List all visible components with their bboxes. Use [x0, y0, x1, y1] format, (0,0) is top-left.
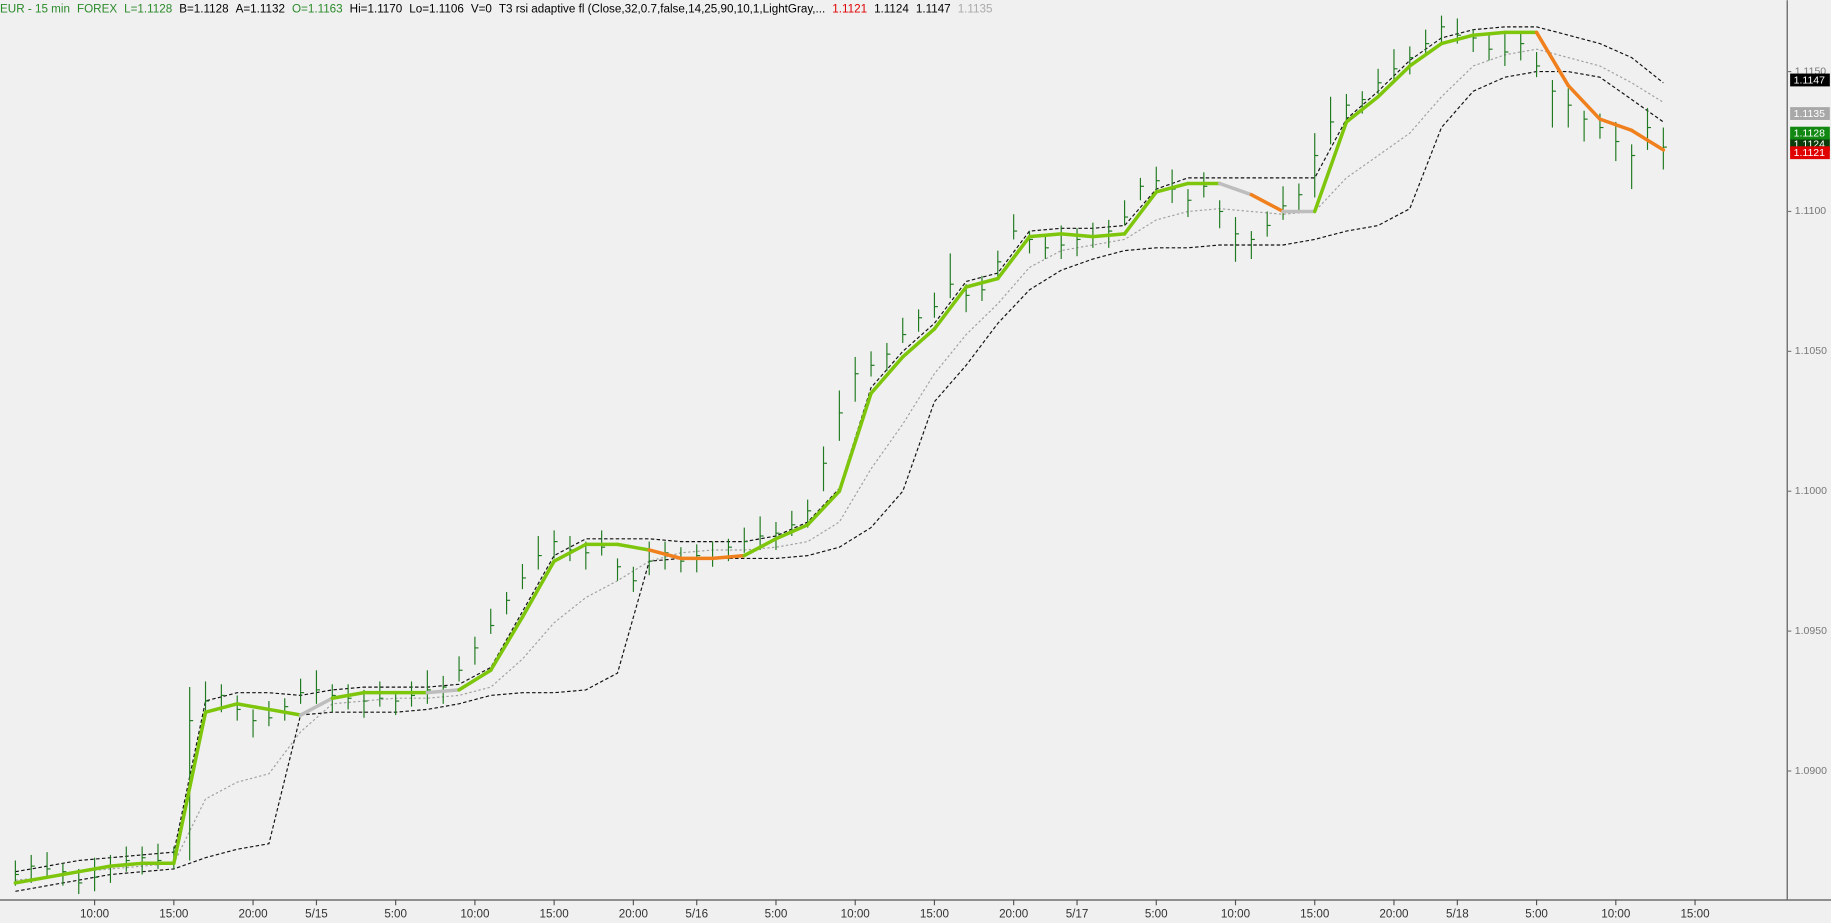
header-item: Lo=1.1106 [409, 3, 464, 16]
t3-segment [869, 355, 905, 396]
header-item: T3 rsi adaptive fl (Close,32,0.7,false,1… [499, 3, 825, 16]
header-item: 1.1124 [874, 3, 909, 16]
x-tick-label: 5:00 [1525, 908, 1548, 921]
x-tick-label: 20:00 [619, 908, 649, 921]
header-item: EUR - 15 min [0, 3, 70, 16]
x-tick-label: 5/18 [1446, 908, 1469, 921]
t3-segment [932, 285, 968, 331]
t3-segment [488, 615, 525, 673]
t3-segment [1629, 128, 1666, 152]
t3-segment [1344, 95, 1380, 124]
t3-segment [996, 234, 1032, 281]
x-tick-label: 20:00 [238, 908, 268, 921]
price-marker-label: 1.1121 [1794, 147, 1825, 159]
t3-segment [13, 875, 49, 885]
price-marker-label: 1.1135 [1794, 108, 1825, 120]
x-tick-label: 10:00 [1601, 908, 1631, 921]
t3-segment [1534, 30, 1571, 88]
t3-segment [1598, 117, 1634, 133]
x-tick-label: 15:00 [159, 908, 189, 921]
x-tick-label: 20:00 [999, 908, 1029, 921]
y-tick-label: 1.1050 [1795, 345, 1827, 357]
t3-segment [298, 696, 335, 717]
t3-segment [742, 537, 778, 558]
y-tick-label: 1.0900 [1795, 765, 1827, 777]
t3-segment [77, 864, 113, 874]
y-tick-label: 1.1000 [1795, 485, 1827, 497]
x-tick-label: 15:00 [920, 908, 950, 921]
x-tick-label: 20:00 [1379, 908, 1409, 921]
header-item: A=1.1132 [236, 3, 285, 16]
t3-segment [203, 702, 239, 714]
t3-segment [520, 559, 556, 619]
x-tick-label: 10:00 [1221, 908, 1251, 921]
t3-segment [1312, 120, 1349, 214]
header-item: Hi=1.1170 [350, 3, 403, 16]
price-marker [1790, 107, 1830, 120]
x-tick-label: 5/16 [685, 908, 708, 921]
x-tick-label: 15:00 [1300, 908, 1330, 921]
x-tick-label: 5/15 [305, 908, 328, 921]
t3-segment [1091, 232, 1127, 239]
t3-segment [837, 391, 873, 493]
t3-segment [774, 523, 810, 541]
t3-segment [552, 542, 588, 563]
t3-segment [1376, 64, 1412, 99]
t3-segment [615, 542, 651, 552]
t3-segment [805, 489, 842, 527]
header-item: 1.1135 [958, 3, 993, 16]
t3-segment [267, 707, 303, 717]
header-item: V=0 [471, 3, 493, 16]
t3-segment [1059, 232, 1095, 239]
header-item: O=1.1163 [292, 3, 343, 16]
t3-segment [235, 702, 271, 712]
header-item: FOREX [77, 3, 117, 16]
x-tick-label: 15:00 [540, 908, 570, 921]
x-tick-label: 5/17 [1066, 908, 1089, 921]
header-item: 1.1121 [832, 3, 867, 16]
t3-segment [1217, 181, 1254, 197]
t3-segment [108, 861, 144, 868]
x-tick-label: 5:00 [1145, 908, 1168, 921]
price-marker [1790, 146, 1830, 160]
t3-segment [1408, 41, 1444, 68]
t3-segment [1566, 83, 1602, 121]
x-tick-label: 5:00 [765, 908, 788, 921]
band-line [15, 71, 1664, 892]
t3-segment [710, 553, 747, 561]
x-tick-label: 15:00 [1680, 908, 1710, 921]
x-tick-label: 10:00 [80, 908, 110, 921]
t3-segment [900, 327, 937, 359]
t3-segment [172, 710, 208, 866]
header-item: B=1.1128 [179, 3, 228, 16]
t3-segment [45, 869, 81, 880]
price-marker-label: 1.1128 [1794, 127, 1825, 139]
header: EUR - 15 min FOREX L=1.1128 B=1.1128 A=1.113… [0, 3, 992, 16]
header-item: L=1.1128 [124, 3, 172, 16]
t3-segment [1471, 30, 1507, 37]
y-tick-label: 1.1100 [1795, 205, 1826, 217]
x-tick-label: 10:00 [460, 908, 490, 921]
t3-segment [425, 688, 461, 695]
t3-segment [1122, 190, 1159, 236]
t3-segment [964, 276, 1000, 289]
t3-segment [1249, 192, 1285, 214]
header-item: 1.1147 [916, 3, 951, 16]
t3-segment [1154, 181, 1190, 194]
x-tick-label: 10:00 [841, 908, 871, 921]
t3-segment [1439, 33, 1475, 46]
x-tick-label: 5:00 [384, 908, 407, 921]
t3-segment [1027, 232, 1063, 239]
price-marker-label: 1.1147 [1794, 74, 1825, 86]
price-marker [1790, 73, 1830, 87]
t3-segment [330, 690, 366, 701]
y-tick-label: 1.0950 [1795, 625, 1827, 637]
price-marker [1790, 126, 1830, 140]
t3-segment [647, 548, 683, 561]
t3-segment [457, 668, 493, 692]
